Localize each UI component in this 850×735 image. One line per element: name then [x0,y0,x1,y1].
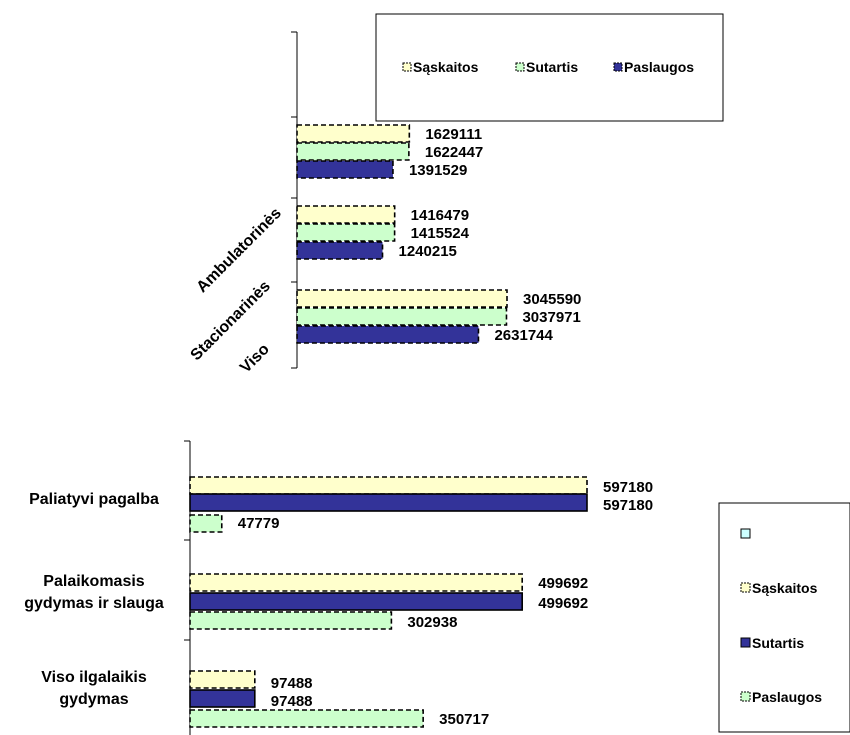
legend-item-saskaitos: Sąskaitos [402,59,479,75]
data-label-viso-ilgalaikis-gydymas-sutartis: 97488 [271,693,313,710]
data-label-paliatyvi-pagalba-saskaitos: 597180 [603,479,653,496]
data-label-viso-ilgalaikis-gydymas-paslaugos: 350717 [439,711,489,728]
legend-swatch-paslaugos [613,62,623,72]
data-label-ambulatorines-saskaitos: 1629111 [425,126,482,143]
data-label-viso-sutartis: 3037971 [522,309,580,326]
bar-ambulatorines-paslaugos [296,160,394,179]
data-label-palaikomasis-gydymas-ir-slauga-saskaitos: 499692 [538,575,588,592]
bar-stacionarines-sutartis [296,223,396,242]
bar-palaikomasis-gydymas-ir-slauga-saskaitos [189,573,523,592]
data-label-viso-paslaugos: 2631744 [494,327,553,344]
data-label-paliatyvi-pagalba-paslaugos: 47779 [238,515,280,532]
legend-item-sutartis: Sutartis [515,59,578,75]
data-label-viso-saskaitos: 3045590 [523,291,581,308]
legend-label-sutartis: Sutartis [752,635,804,651]
data-label-stacionarines-sutartis: 1415524 [411,225,470,242]
legend-swatch-blank [740,528,751,539]
bar-viso-sutartis [296,307,508,326]
data-label-palaikomasis-gydymas-ir-slauga-paslaugos: 302938 [407,614,457,631]
bar-palaikomasis-gydymas-ir-slauga-paslaugos [189,611,393,630]
data-label-viso-ilgalaikis-gydymas-saskaitos: 97488 [271,675,313,692]
category-label-palaikomasis-gydymas-ir-slauga-line-1: Palaikomasis [43,573,145,590]
legend-swatch-sutartis [740,637,751,648]
data-label-stacionarines-saskaitos: 1416479 [411,207,469,224]
legend-swatch-paslaugos [740,691,751,702]
bar-viso-ilgalaikis-gydymas-paslaugos [189,709,424,728]
chart1-legend [375,13,724,122]
legend-label-sutartis: Sutartis [526,59,578,75]
bar-paliatyvi-pagalba-saskaitos [189,476,588,495]
category-label-palaikomasis-gydymas-ir-slauga-line-2: gydymas ir slauga [24,595,164,612]
legend-swatch-sutartis [515,62,525,72]
data-label-palaikomasis-gydymas-ir-slauga-sutartis: 499692 [538,595,588,612]
legend-label-paslaugos: Paslaugos [752,689,822,705]
legend-swatch-saskaitos [402,62,412,72]
data-label-ambulatorines-sutartis: 1622447 [425,144,483,161]
bar-viso-paslaugos [296,325,480,344]
legend-label-paslaugos: Paslaugos [624,59,694,75]
legend-item-paslaugos: Paslaugos [740,689,822,705]
bar-stacionarines-saskaitos [296,205,396,224]
legend-swatch-saskaitos [740,582,751,593]
bar-ambulatorines-saskaitos [296,124,411,143]
category-label-paliatyvi-pagalba-line-1: Paliatyvi pagalba [29,491,159,508]
category-label-viso-ilgalaikis-gydymas-line-1: Viso ilgalaikis [41,669,147,686]
legend-item-sutartis: Sutartis [740,635,804,651]
bar-viso-ilgalaikis-gydymas-saskaitos [189,670,256,689]
bar-paliatyvi-pagalba-paslaugos [189,514,223,533]
bar-ambulatorines-sutartis [296,142,410,161]
legend-item-blank [740,528,751,539]
bar-viso-ilgalaikis-gydymas-sutartis [189,689,256,708]
category-label-ambulatorines: Ambulatorinės [194,205,285,296]
legend-label-saskaitos: Sąskaitos [752,580,818,596]
legend-item-saskaitos: Sąskaitos [740,580,818,596]
bar-viso-saskaitos [296,289,508,308]
data-label-paliatyvi-pagalba-sutartis: 597180 [603,497,653,514]
category-label-viso-ilgalaikis-gydymas-line-2: gydymas [59,691,128,708]
category-label-viso: Viso [237,341,273,377]
legend-item-paslaugos: Paslaugos [613,59,694,75]
bar-stacionarines-paslaugos [296,241,384,260]
data-label-stacionarines-paslaugos: 1240215 [399,243,457,260]
data-label-ambulatorines-paslaugos: 1391529 [409,162,467,179]
legend-label-saskaitos: Sąskaitos [413,59,479,75]
bar-paliatyvi-pagalba-sutartis [189,493,588,512]
bar-palaikomasis-gydymas-ir-slauga-sutartis [189,592,523,611]
